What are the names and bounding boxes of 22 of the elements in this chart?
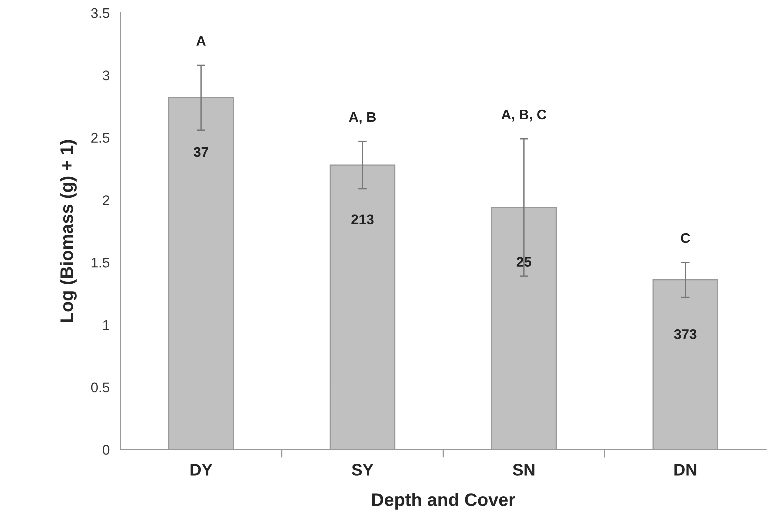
- annotation: C: [681, 233, 690, 244]
- annotation: A, B, C: [502, 110, 547, 122]
- y-tick-label: 2.5: [92, 133, 110, 144]
- x-axis-title: Depth and Cover: [372, 493, 516, 510]
- annotation: 213: [352, 214, 374, 225]
- annotation: A: [196, 36, 206, 46]
- annotation: 373: [674, 330, 697, 340]
- x-tick-label: SY: [352, 464, 374, 476]
- x-tick-label: DY: [190, 464, 213, 476]
- y-axis-title: Log (Biomass (g) + 1): [60, 140, 77, 322]
- y-tick-label: 1.5: [92, 258, 110, 268]
- annotation: 25: [516, 257, 532, 268]
- annotation: A, B: [349, 112, 376, 124]
- x-tick-label: DN: [674, 464, 697, 476]
- y-tick-label: 1: [104, 320, 110, 330]
- annotation: 37: [194, 147, 208, 158]
- y-tick-label: 3.5: [91, 8, 110, 18]
- y-tick-label: 3: [102, 70, 110, 81]
- y-tick-label: 0.5: [91, 382, 110, 393]
- y-tick-label: 2: [103, 196, 110, 206]
- y-tick-label: 0: [102, 445, 110, 455]
- x-tick-label: SN: [513, 464, 535, 476]
